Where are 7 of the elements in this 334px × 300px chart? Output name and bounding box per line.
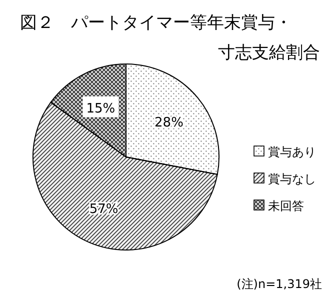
data-label: 28%: [154, 115, 184, 130]
data-label: 15%: [86, 101, 116, 116]
legend-label: 賞与なし: [268, 172, 316, 186]
legend-label: 未回答: [268, 199, 304, 213]
text: (注)n=1,319社: [236, 277, 322, 291]
chart-title: 図２ パートタイマー等年末賞与・寸志支給割合: [20, 13, 320, 63]
legend-label: 賞与あり: [268, 145, 316, 159]
